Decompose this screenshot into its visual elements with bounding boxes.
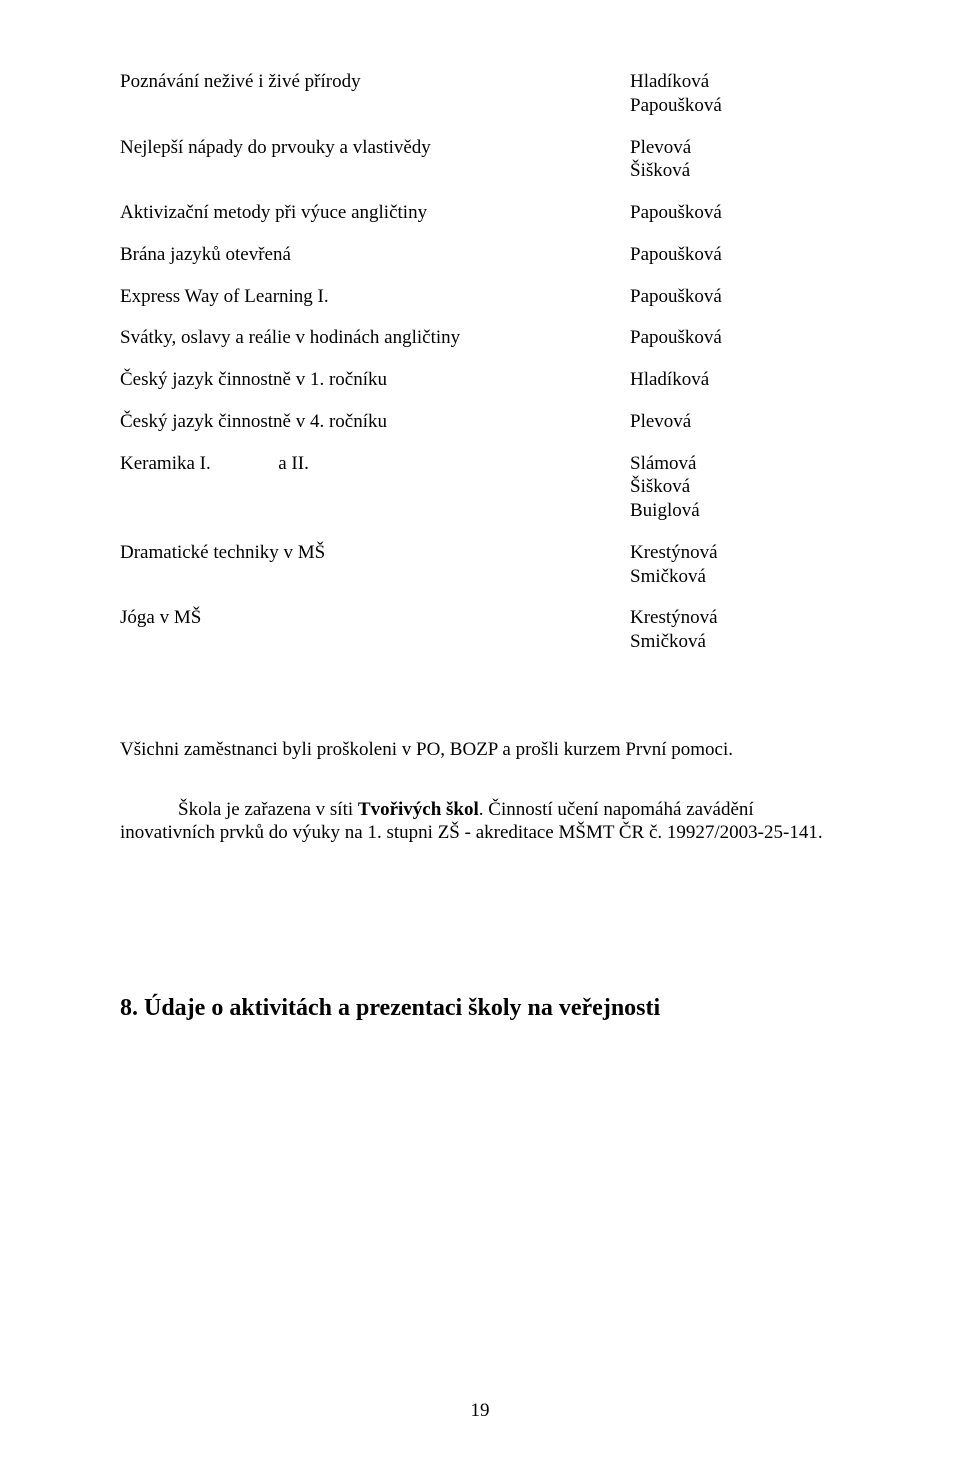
person-name: Plevová: [630, 410, 840, 434]
entry-left: Dramatické techniky v MŠ: [120, 541, 630, 589]
page-number: 19: [0, 1399, 960, 1423]
document-page: Poznávání neživé i živé přírody Hladíkov…: [0, 0, 960, 1463]
person-name: Papoušková: [630, 201, 840, 225]
entry-right: Papoušková: [630, 201, 840, 225]
person-name: Smičková: [630, 565, 840, 589]
entry-left: Český jazyk činnostně v 1. ročníku: [120, 368, 630, 392]
entry-right: Papoušková: [630, 326, 840, 350]
entry-right: Krestýnová Smičková: [630, 541, 840, 589]
entry-right: Plevová Šišková: [630, 136, 840, 184]
person-name: Papoušková: [630, 243, 840, 267]
section-heading: 8. Údaje o aktivitách a prezentaci školy…: [120, 993, 840, 1023]
person-name: Papoušková: [630, 94, 840, 118]
person-name: Papoušková: [630, 285, 840, 309]
entry-left: Express Way of Learning I.: [120, 285, 630, 309]
entry-row: Express Way of Learning I. Papoušková: [120, 285, 840, 309]
person-name: Krestýnová: [630, 541, 840, 565]
person-name: Hladíková: [630, 368, 840, 392]
person-name: Šišková: [630, 475, 840, 499]
entry-row: Keramika I. a II. Slámová Šišková Buiglo…: [120, 452, 840, 523]
person-name: Plevová: [630, 136, 840, 160]
person-name: Buiglová: [630, 499, 840, 523]
entry-right: Papoušková: [630, 285, 840, 309]
entry-left: Keramika I. a II.: [120, 452, 630, 523]
paragraph-text: Škola je zařazena v síti: [178, 799, 358, 820]
entry-left-part: Keramika I.: [120, 453, 211, 474]
entry-right: Plevová: [630, 410, 840, 434]
person-name: Šišková: [630, 159, 840, 183]
entry-row: Svátky, oslavy a reálie v hodinách angli…: [120, 326, 840, 350]
entry-row: Brána jazyků otevřená Papoušková: [120, 243, 840, 267]
person-name: Slámová: [630, 452, 840, 476]
entry-left: Aktivizační metody při výuce angličtiny: [120, 201, 630, 225]
entry-left: Jóga v MŠ: [120, 606, 630, 654]
entry-row: Dramatické techniky v MŠ Krestýnová Smič…: [120, 541, 840, 589]
entry-left: Svátky, oslavy a reálie v hodinách angli…: [120, 326, 630, 350]
entry-row: Nejlepší nápady do prvouky a vlastivědy …: [120, 136, 840, 184]
person-name: Hladíková: [630, 70, 840, 94]
person-name: Smičková: [630, 630, 840, 654]
paragraph: Škola je zařazena v síti Tvořivých škol.…: [120, 798, 840, 846]
entry-row: Český jazyk činnostně v 4. ročníku Plevo…: [120, 410, 840, 434]
entry-row: Český jazyk činnostně v 1. ročníku Hladí…: [120, 368, 840, 392]
entry-left: Brána jazyků otevřená: [120, 243, 630, 267]
entry-left-part: a II.: [278, 453, 309, 474]
entry-right: Slámová Šišková Buiglová: [630, 452, 840, 523]
paragraph: Všichni zaměstnanci byli proškoleni v PO…: [120, 738, 840, 762]
entry-right: Hladíková Papoušková: [630, 70, 840, 118]
entry-right: Krestýnová Smičková: [630, 606, 840, 654]
entry-right: Papoušková: [630, 243, 840, 267]
entry-row: Aktivizační metody při výuce angličtiny …: [120, 201, 840, 225]
person-name: Papoušková: [630, 326, 840, 350]
person-name: Krestýnová: [630, 606, 840, 630]
entry-left: Český jazyk činnostně v 4. ročníku: [120, 410, 630, 434]
entry-left: Poznávání neživé i živé přírody: [120, 70, 630, 118]
entry-left: Nejlepší nápady do prvouky a vlastivědy: [120, 136, 630, 184]
paragraph-bold: Tvořivých škol: [358, 799, 479, 820]
entry-right: Hladíková: [630, 368, 840, 392]
entry-row: Jóga v MŠ Krestýnová Smičková: [120, 606, 840, 654]
entry-row: Poznávání neživé i živé přírody Hladíkov…: [120, 70, 840, 118]
